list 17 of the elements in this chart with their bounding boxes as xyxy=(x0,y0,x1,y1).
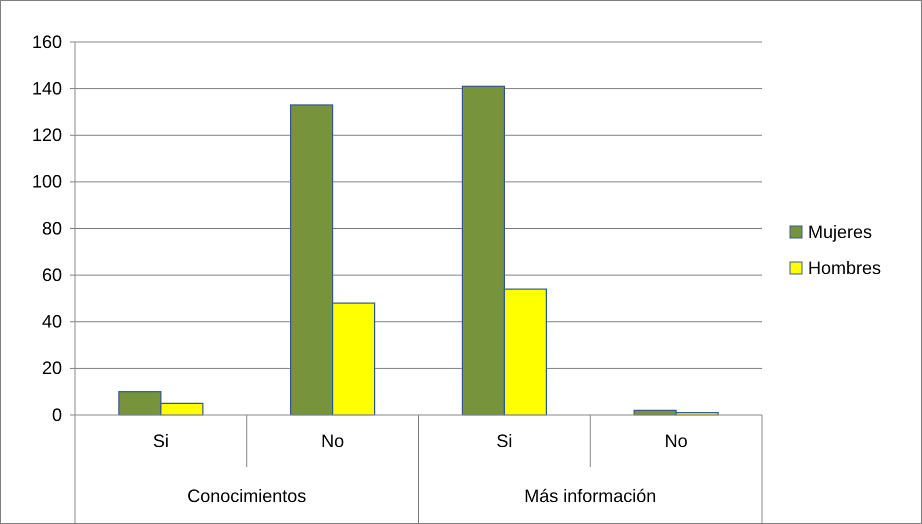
x-tick-label: No xyxy=(321,431,344,451)
x-tick-label: No xyxy=(664,431,688,451)
y-tick-label: 100 xyxy=(32,172,62,192)
y-tick-label: 60 xyxy=(42,264,62,285)
x-tick-label: Si xyxy=(152,431,169,451)
legend-label: Hombres xyxy=(808,258,882,278)
y-tick-label: 80 xyxy=(42,218,62,238)
y-tick-label: 0 xyxy=(52,404,62,425)
y-tick-label: 160 xyxy=(32,32,62,52)
legend-label: Mujeres xyxy=(808,222,872,242)
text: Conocimientos xyxy=(187,486,306,506)
y-tick-label: 140 xyxy=(32,78,62,98)
x-tick-label: Si xyxy=(496,431,512,451)
y-tick-label: 40 xyxy=(42,312,62,332)
y-tick-label: 120 xyxy=(32,125,62,146)
text: Más información xyxy=(524,486,656,506)
y-tick-label: 20 xyxy=(42,358,62,378)
